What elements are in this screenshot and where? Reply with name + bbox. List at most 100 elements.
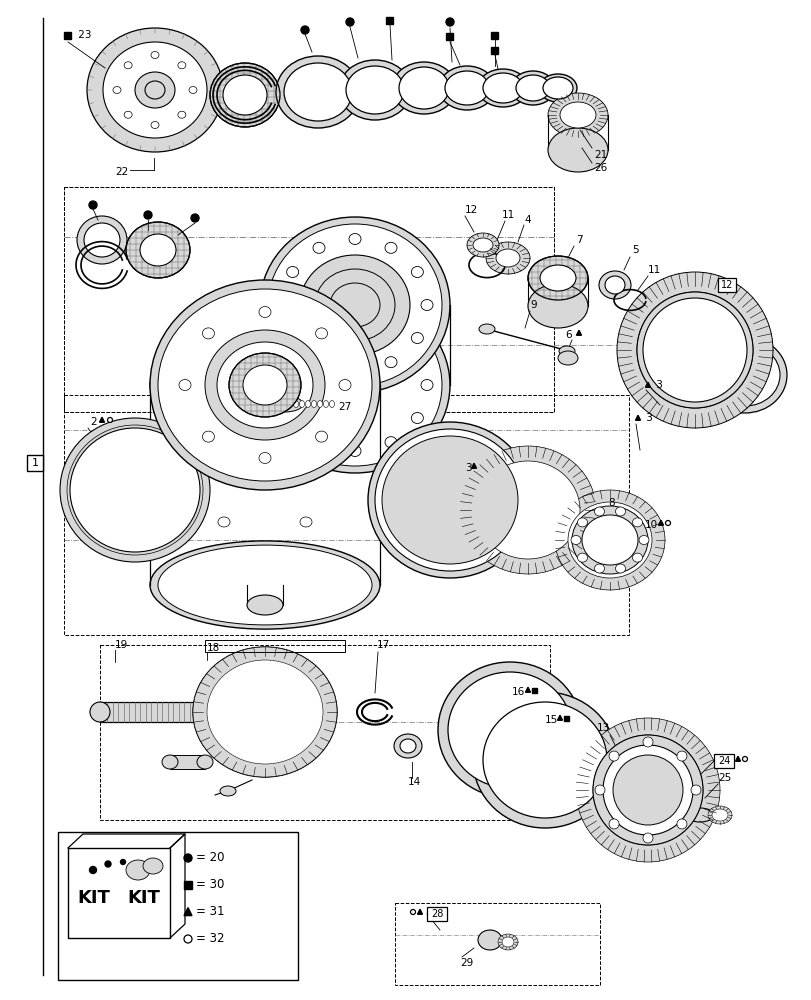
Text: = 31: = 31	[195, 905, 224, 918]
Ellipse shape	[234, 744, 247, 755]
Ellipse shape	[560, 102, 595, 128]
Ellipse shape	[286, 347, 298, 358]
Ellipse shape	[60, 418, 210, 562]
Ellipse shape	[217, 517, 230, 527]
Ellipse shape	[527, 284, 587, 328]
Polygon shape	[184, 908, 191, 916]
Ellipse shape	[178, 111, 186, 118]
Ellipse shape	[335, 367, 375, 403]
Ellipse shape	[608, 819, 618, 829]
Ellipse shape	[349, 233, 361, 244]
Ellipse shape	[411, 266, 423, 277]
Bar	[491, 47, 498, 54]
Text: 3: 3	[652, 380, 662, 390]
Ellipse shape	[315, 431, 327, 442]
Circle shape	[445, 18, 453, 26]
Ellipse shape	[90, 702, 109, 722]
Ellipse shape	[473, 238, 492, 252]
Ellipse shape	[242, 365, 286, 405]
Ellipse shape	[277, 300, 289, 310]
Ellipse shape	[478, 930, 501, 950]
Ellipse shape	[702, 337, 786, 413]
Ellipse shape	[557, 351, 577, 365]
Text: 27: 27	[337, 402, 351, 412]
Text: 10: 10	[644, 520, 657, 530]
Bar	[100, 645, 549, 820]
Ellipse shape	[616, 272, 772, 428]
Ellipse shape	[150, 341, 380, 429]
Ellipse shape	[305, 400, 310, 408]
Text: = 32: = 32	[195, 932, 224, 945]
Circle shape	[144, 211, 152, 219]
Ellipse shape	[145, 81, 165, 99]
Ellipse shape	[478, 324, 495, 334]
Ellipse shape	[420, 379, 432, 390]
Text: 22: 22	[115, 167, 128, 177]
Text: 7: 7	[575, 235, 582, 245]
Ellipse shape	[554, 490, 664, 590]
Circle shape	[107, 418, 113, 422]
Text: 13: 13	[596, 723, 610, 733]
Circle shape	[191, 214, 199, 222]
Ellipse shape	[315, 269, 394, 341]
Ellipse shape	[299, 255, 410, 355]
Ellipse shape	[420, 300, 432, 310]
Ellipse shape	[707, 806, 731, 824]
Ellipse shape	[286, 266, 298, 277]
Bar	[532, 688, 537, 692]
Ellipse shape	[483, 73, 522, 103]
Ellipse shape	[299, 463, 311, 473]
Ellipse shape	[543, 77, 573, 99]
Ellipse shape	[527, 256, 587, 300]
Ellipse shape	[193, 647, 337, 777]
Circle shape	[89, 201, 97, 209]
Ellipse shape	[158, 345, 371, 425]
Ellipse shape	[329, 283, 380, 327]
Ellipse shape	[384, 357, 397, 368]
Text: KIT: KIT	[78, 889, 110, 907]
Circle shape	[120, 859, 126, 864]
Text: = 30: = 30	[195, 878, 224, 891]
Ellipse shape	[709, 344, 779, 406]
Ellipse shape	[515, 75, 549, 101]
Ellipse shape	[259, 306, 271, 318]
Ellipse shape	[103, 42, 207, 138]
Ellipse shape	[329, 400, 334, 408]
Ellipse shape	[558, 346, 574, 356]
Bar	[27, 455, 43, 471]
Ellipse shape	[349, 446, 361, 456]
Ellipse shape	[615, 564, 624, 573]
Text: 18: 18	[207, 643, 220, 653]
Ellipse shape	[217, 342, 312, 428]
Ellipse shape	[400, 739, 415, 753]
Ellipse shape	[237, 687, 293, 737]
Bar	[68, 848, 169, 938]
Bar	[713, 754, 733, 768]
Ellipse shape	[632, 553, 642, 562]
Text: 24: 24	[717, 756, 729, 766]
Ellipse shape	[234, 669, 247, 680]
Circle shape	[184, 935, 191, 943]
Ellipse shape	[315, 328, 327, 339]
Ellipse shape	[478, 69, 527, 107]
Ellipse shape	[475, 461, 579, 559]
Ellipse shape	[642, 833, 652, 843]
Text: 11: 11	[647, 265, 660, 275]
Polygon shape	[658, 520, 663, 525]
Circle shape	[665, 520, 670, 526]
Ellipse shape	[317, 400, 322, 408]
Ellipse shape	[636, 292, 752, 408]
Ellipse shape	[217, 463, 230, 473]
Text: 5: 5	[631, 245, 637, 255]
Polygon shape	[525, 687, 530, 692]
Ellipse shape	[193, 647, 337, 777]
Ellipse shape	[260, 297, 449, 473]
Ellipse shape	[547, 128, 607, 172]
Ellipse shape	[349, 365, 361, 376]
Ellipse shape	[284, 63, 351, 121]
Ellipse shape	[312, 242, 324, 253]
Ellipse shape	[411, 412, 423, 424]
Ellipse shape	[126, 222, 190, 278]
Ellipse shape	[299, 400, 304, 408]
Ellipse shape	[220, 786, 236, 796]
